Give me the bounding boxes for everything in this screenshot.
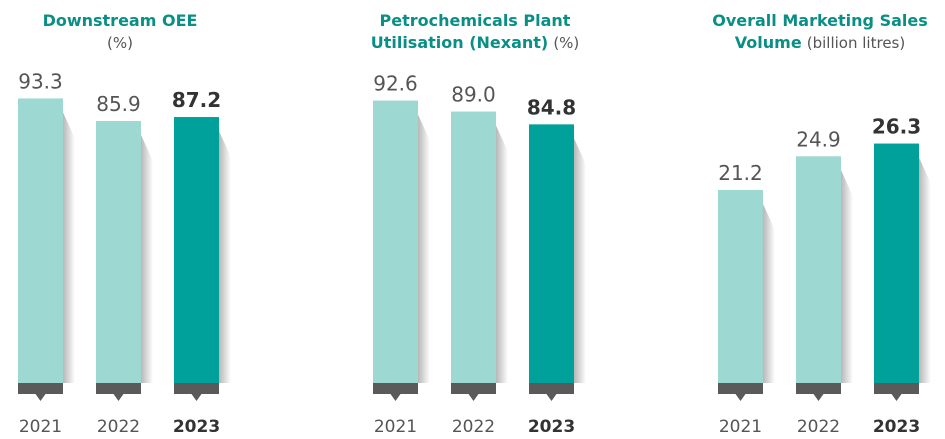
bar-shadow <box>919 157 931 383</box>
bar-shadow <box>418 114 430 383</box>
bar-shadow <box>63 112 75 383</box>
bar-shadow <box>841 170 853 383</box>
data-label-2021: 93.3 <box>18 69 63 93</box>
data-label-2022: 85.9 <box>96 92 141 116</box>
chart-title-text: Downstream OEE <box>42 11 198 30</box>
tick-label-2021: 2021 <box>19 417 62 437</box>
bar-base-2022 <box>96 383 141 394</box>
tick-label-2022: 2022 <box>97 417 140 437</box>
bar-2022 <box>451 111 496 384</box>
bar-pointer-icon <box>546 394 557 401</box>
bar-shadow <box>574 138 586 383</box>
bar-pointer-icon <box>813 394 824 401</box>
tick-label-2022: 2022 <box>452 417 495 437</box>
tick-label-2023: 2023 <box>873 417 920 437</box>
bar-shadow <box>141 135 153 383</box>
bar-base-2022 <box>796 383 841 394</box>
data-label-2022: 24.9 <box>796 127 841 151</box>
bar-2022 <box>96 121 141 383</box>
bar-pointer-icon <box>891 394 902 401</box>
data-label-2021: 21.2 <box>718 161 763 185</box>
chart-petrochemicals-utilisation: Petrochemicals Plant Utilisation (Nexant… <box>355 0 595 439</box>
bar-pointer-icon <box>35 394 46 401</box>
tick-label-2023: 2023 <box>173 417 220 437</box>
data-label-2023: 84.8 <box>527 95 576 119</box>
tick-label-2021: 2021 <box>719 417 762 437</box>
bar-pointer-icon <box>191 394 202 401</box>
bar-2023 <box>174 117 219 383</box>
bar-pointer-icon <box>735 394 746 401</box>
chart-marketing-sales-volume: Overall Marketing Sales Volume (billion … <box>700 0 940 439</box>
data-label-2023: 87.2 <box>172 88 221 112</box>
bar-chart-svg: 93.3 2021 85.9 2022 87.2 2023 <box>18 69 231 437</box>
chart-title-line2: Utilisation (Nexant) <box>370 33 549 52</box>
chart-title-line2: Volume <box>734 33 802 52</box>
chart-downstream-oee: Downstream OEE (%) 93.3 2021 85.9 2022 87.2 2… <box>0 0 240 439</box>
bar-shadow <box>496 125 508 384</box>
bar-pointer-icon <box>468 394 479 401</box>
chart-title: Petrochemicals Plant Utilisation (Nexant… <box>355 10 595 54</box>
bar-chart-svg: 92.6 2021 89.0 2022 84.8 2023 <box>373 72 586 437</box>
chart-title-line1: Petrochemicals Plant <box>379 11 571 30</box>
bar-base-2023 <box>174 383 219 394</box>
bar-2021 <box>18 98 63 383</box>
tick-label-2022: 2022 <box>797 417 840 437</box>
bar-chart-svg: 21.2 2021 24.9 2022 26.3 2023 <box>718 115 931 437</box>
bar-2022 <box>796 156 841 383</box>
tick-label-2021: 2021 <box>374 417 417 437</box>
bar-base-2022 <box>451 383 496 394</box>
bar-shadow <box>219 131 231 383</box>
data-label-2021: 92.6 <box>373 72 418 96</box>
bar-2023 <box>874 143 919 383</box>
bar-base-2021 <box>18 383 63 394</box>
chart-unit: (%) <box>107 34 133 52</box>
bar-2021 <box>373 100 418 383</box>
bar-base-2021 <box>373 383 418 394</box>
chart-title-line1: Overall Marketing Sales <box>712 11 928 30</box>
bar-pointer-icon <box>113 394 124 401</box>
bar-base-2023 <box>874 383 919 394</box>
data-label-2022: 89.0 <box>451 83 496 107</box>
chart-unit: (%) <box>553 34 580 52</box>
chart-title: Overall Marketing Sales Volume (billion … <box>700 10 940 54</box>
bar-2023 <box>529 124 574 384</box>
data-label-2023: 26.3 <box>872 115 921 139</box>
chart-unit: (billion litres) <box>806 34 906 52</box>
tick-label-2023: 2023 <box>528 417 575 437</box>
bar-base-2023 <box>529 383 574 394</box>
bar-pointer-icon <box>390 394 401 401</box>
chart-title: Downstream OEE (%) <box>0 10 240 54</box>
bar-base-2021 <box>718 383 763 394</box>
bar-shadow <box>763 203 775 383</box>
bar-2021 <box>718 189 763 383</box>
